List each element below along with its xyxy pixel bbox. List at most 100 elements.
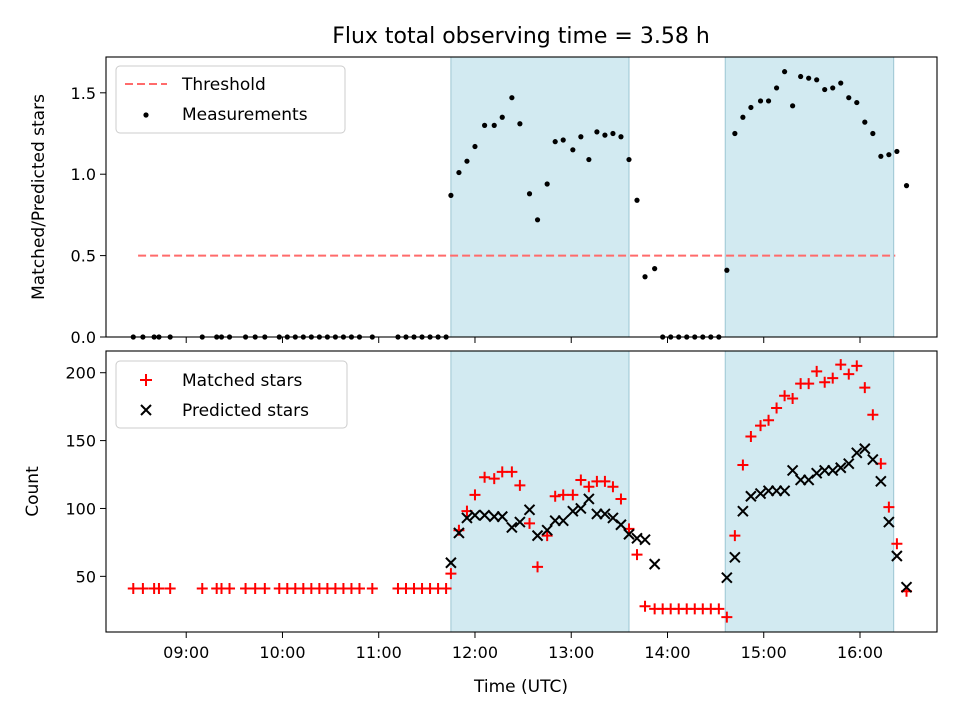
predicted-star-point — [737, 505, 749, 517]
x-tick-label: 09:00 — [163, 643, 209, 662]
measurement-point — [482, 122, 488, 128]
y-tick-label: 50 — [76, 567, 96, 586]
matched-star-point — [249, 583, 261, 595]
predicted-star-point — [859, 443, 871, 455]
predicted-star-point — [721, 571, 733, 584]
observing-window — [724, 350, 895, 633]
y-tick-label: 100 — [65, 499, 96, 518]
predicted-star-point — [639, 533, 651, 546]
count-legend: Matched stars Predicted stars — [115, 360, 348, 429]
matched-star-point — [763, 414, 775, 426]
count-y-axis-label: Count — [23, 466, 43, 517]
predicted-star-point — [478, 509, 491, 521]
matched-star-point — [259, 583, 271, 595]
matched-star-point — [240, 583, 252, 595]
measurement-point — [610, 130, 616, 137]
matched-star-point — [867, 409, 879, 421]
measurement-point — [586, 156, 592, 163]
count-plot-area — [127, 359, 913, 623]
observing-window — [450, 350, 630, 633]
measurement-point — [732, 130, 738, 137]
matched-star-point — [713, 603, 725, 615]
legend-threshold-label: Threshold — [181, 75, 266, 95]
predicted-star-point — [469, 509, 481, 521]
matched-star-point — [607, 481, 619, 493]
predicted-star-point — [575, 502, 587, 515]
measurement-point — [526, 191, 533, 197]
matched-star-point — [127, 583, 139, 595]
measurement-point — [757, 98, 764, 104]
measurement-point — [491, 122, 497, 128]
matched-star-point — [445, 568, 457, 580]
measurement-point — [903, 183, 910, 189]
matched-star-point — [557, 489, 569, 501]
matched-star-point — [153, 583, 165, 595]
predicted-star-point — [523, 504, 536, 516]
ratio-axes: 0.0 0.5 1.0 1.5 — [71, 84, 861, 347]
measurement-point — [517, 121, 523, 127]
measurement-point — [878, 153, 884, 159]
measurement-point — [830, 85, 836, 91]
predicted-star-point — [599, 508, 611, 520]
y-tick-label: 150 — [65, 432, 96, 451]
x-tick-label: 16:00 — [837, 643, 883, 662]
measurement-point — [862, 119, 868, 125]
x-tick-label: 15:00 — [741, 643, 787, 662]
measurement-point — [870, 130, 876, 137]
matched-star-point — [745, 431, 757, 443]
ratio-panel-frame — [105, 56, 938, 338]
measurement-point — [618, 134, 624, 140]
predicted-star-point — [445, 557, 457, 569]
matched-star-point — [479, 471, 491, 483]
predicted-star-point — [496, 510, 508, 523]
measurement-point — [740, 114, 746, 120]
matched-star-point — [835, 359, 847, 371]
predicted-star-point — [461, 512, 473, 524]
matched-star-point — [496, 466, 508, 478]
measurement-point — [552, 139, 558, 145]
measurement-point — [886, 152, 892, 158]
predicted-star-point — [648, 558, 661, 570]
matched-star-point — [224, 583, 236, 595]
x-tick-label: 14:00 — [644, 643, 690, 662]
measurement-point — [594, 129, 600, 135]
legend-matched-label: Matched stars — [182, 371, 302, 391]
matched-star-point — [721, 611, 733, 623]
matched-star-point — [137, 583, 149, 595]
measurement-point — [724, 267, 730, 273]
matched-star-point — [859, 382, 871, 394]
matched-star-point — [599, 475, 611, 487]
matched-star-point — [440, 583, 452, 595]
legend-box — [115, 65, 346, 134]
predicted-star-point — [875, 475, 887, 488]
x-tick-label: 12:00 — [452, 643, 498, 662]
measurement-point — [626, 156, 632, 163]
count-panel-frame — [105, 350, 938, 633]
matched-star-point — [755, 420, 767, 432]
measurement-point — [814, 77, 820, 83]
x-tick-label: 11:00 — [356, 643, 402, 662]
predicted-star-point — [514, 516, 526, 528]
matched-star-point — [891, 538, 903, 550]
measurement-point — [534, 217, 541, 223]
predicted-star-point — [778, 485, 791, 497]
matched-star-point — [729, 530, 741, 542]
matched-star-point — [615, 493, 627, 505]
matched-star-point — [737, 459, 749, 471]
matched-star-point — [549, 490, 561, 502]
predicted-star-point — [891, 550, 903, 562]
measurement-point — [838, 80, 844, 86]
chart-title: Flux total observing time = 3.58 h — [332, 24, 710, 49]
measurement-point — [570, 147, 576, 153]
matched-star-point — [583, 481, 595, 493]
matched-star-point — [506, 466, 518, 478]
predicted-star-point — [900, 581, 913, 593]
predicted-star-point — [557, 514, 569, 527]
predicted-star-point — [883, 516, 895, 528]
predicted-star-point — [506, 521, 518, 534]
count-axes: 50 100 150 200 09:00 10:00 11:00 12:00 13:00 14:0… — [65, 364, 883, 662]
measurement-point — [602, 132, 608, 138]
matched-star-point — [851, 360, 863, 372]
matched-star-point — [532, 561, 544, 573]
